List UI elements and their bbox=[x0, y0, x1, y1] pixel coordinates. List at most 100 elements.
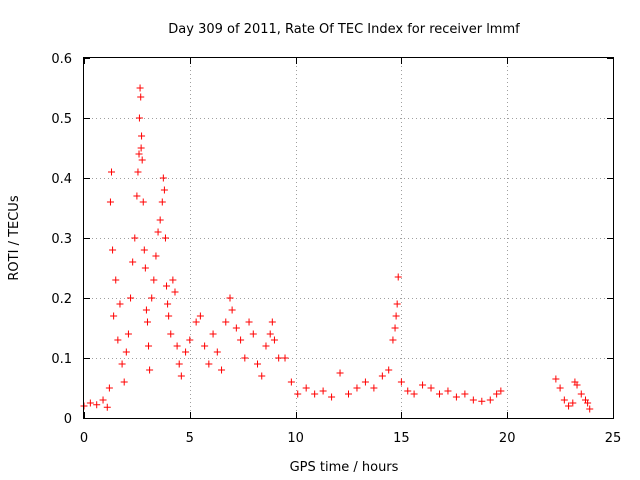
data-point bbox=[138, 156, 146, 164]
data-point bbox=[397, 378, 405, 386]
data-point bbox=[140, 246, 148, 254]
data-point bbox=[177, 372, 185, 380]
data-point bbox=[573, 381, 581, 389]
data-point bbox=[148, 294, 156, 302]
data-point bbox=[173, 342, 181, 350]
data-point bbox=[150, 276, 158, 284]
x-tick-label: 10 bbox=[287, 431, 304, 446]
x-tick-label: 25 bbox=[605, 431, 622, 446]
data-point bbox=[134, 168, 142, 176]
data-point bbox=[391, 324, 399, 332]
data-point bbox=[370, 384, 378, 392]
data-point bbox=[556, 384, 564, 392]
data-point bbox=[444, 387, 452, 395]
data-point bbox=[222, 318, 230, 326]
data-point bbox=[146, 366, 154, 374]
data-point bbox=[196, 312, 204, 320]
data-point bbox=[435, 390, 443, 398]
y-tick-label: 0.1 bbox=[51, 352, 72, 367]
data-point bbox=[110, 312, 118, 320]
data-point bbox=[163, 282, 171, 290]
data-point bbox=[171, 288, 179, 296]
data-point bbox=[311, 390, 319, 398]
data-point bbox=[565, 402, 573, 410]
data-point bbox=[569, 399, 577, 407]
data-point bbox=[108, 168, 116, 176]
data-point bbox=[131, 234, 139, 242]
data-point bbox=[105, 384, 113, 392]
data-point bbox=[266, 330, 274, 338]
data-point bbox=[160, 186, 168, 194]
data-point bbox=[577, 390, 585, 398]
data-point bbox=[135, 114, 143, 122]
data-point bbox=[237, 336, 245, 344]
data-point bbox=[287, 378, 295, 386]
data-point bbox=[86, 399, 94, 407]
data-point bbox=[135, 150, 143, 158]
data-point bbox=[228, 306, 236, 314]
data-point bbox=[106, 198, 114, 206]
data-point bbox=[165, 312, 173, 320]
data-point bbox=[389, 336, 397, 344]
data-point bbox=[385, 366, 393, 374]
y-tick-label: 0.5 bbox=[51, 112, 72, 127]
data-point bbox=[145, 342, 153, 350]
data-point bbox=[161, 234, 169, 242]
data-point bbox=[175, 360, 183, 368]
data-point bbox=[419, 381, 427, 389]
x-tick-labels: 0 5 10 15 20 25 bbox=[80, 431, 621, 446]
y-tick-label: 0.3 bbox=[51, 232, 72, 247]
x-tick-label: 5 bbox=[186, 431, 194, 446]
data-point bbox=[427, 384, 435, 392]
data-point bbox=[167, 330, 175, 338]
data-point bbox=[137, 144, 145, 152]
data-point bbox=[201, 342, 209, 350]
data-point bbox=[99, 396, 107, 404]
data-point bbox=[118, 360, 126, 368]
x-tick-label: 15 bbox=[393, 431, 410, 446]
data-point bbox=[469, 396, 477, 404]
data-point bbox=[226, 294, 234, 302]
data-point bbox=[164, 300, 172, 308]
data-point bbox=[361, 378, 369, 386]
data-point bbox=[205, 360, 213, 368]
data-point bbox=[394, 273, 402, 281]
data-point bbox=[142, 306, 150, 314]
data-point bbox=[552, 375, 560, 383]
data-point bbox=[584, 399, 592, 407]
data-point bbox=[586, 405, 594, 413]
data-point bbox=[116, 300, 124, 308]
data-point bbox=[281, 354, 289, 362]
data-points bbox=[80, 84, 594, 413]
y-tick-labels: 0 0.1 0.2 0.3 0.4 0.5 0.6 bbox=[51, 52, 72, 427]
data-point bbox=[209, 330, 217, 338]
data-point bbox=[218, 366, 226, 374]
data-point bbox=[275, 354, 283, 362]
data-point bbox=[213, 348, 221, 356]
data-point bbox=[452, 393, 460, 401]
plot-frame bbox=[83, 57, 614, 419]
data-point bbox=[154, 228, 162, 236]
data-point bbox=[302, 384, 310, 392]
data-point bbox=[241, 354, 249, 362]
data-point bbox=[124, 330, 132, 338]
data-point bbox=[497, 387, 505, 395]
data-point bbox=[392, 312, 400, 320]
data-point bbox=[192, 318, 200, 326]
data-point bbox=[268, 318, 276, 326]
data-point bbox=[109, 246, 117, 254]
data-point bbox=[156, 216, 164, 224]
data-point bbox=[159, 174, 167, 182]
y-axis-label: ROTI / TECUs bbox=[7, 195, 22, 280]
data-point bbox=[139, 198, 147, 206]
data-point bbox=[254, 360, 262, 368]
data-point bbox=[133, 192, 141, 200]
data-point bbox=[249, 330, 257, 338]
data-point bbox=[182, 348, 190, 356]
x-axis-label: GPS time / hours bbox=[290, 460, 399, 475]
data-point bbox=[478, 397, 486, 405]
data-point bbox=[136, 84, 144, 92]
data-point bbox=[245, 318, 253, 326]
data-point bbox=[336, 369, 344, 377]
